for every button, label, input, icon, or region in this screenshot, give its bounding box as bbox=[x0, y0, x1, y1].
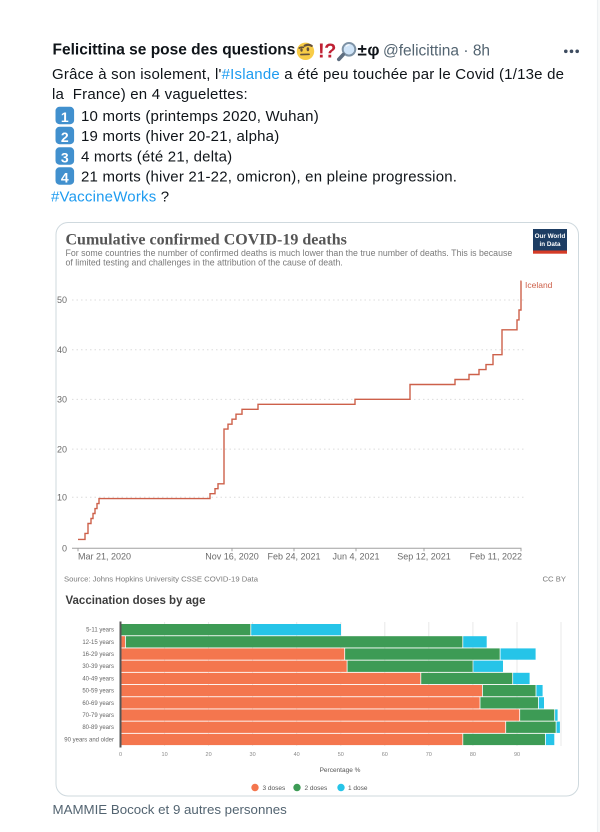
svg-text:1: 1 bbox=[61, 109, 69, 125]
svg-text:#VaccineWorks ?: #VaccineWorks ? bbox=[51, 189, 169, 206]
svg-text:30: 30 bbox=[57, 395, 67, 405]
svg-text:2: 2 bbox=[61, 129, 69, 145]
svg-text:80: 80 bbox=[470, 752, 476, 758]
svg-text:70-79 years: 70-79 years bbox=[82, 713, 114, 719]
svg-text:3 doses: 3 doses bbox=[263, 785, 287, 792]
svg-text:5-11 years: 5-11 years bbox=[86, 628, 114, 634]
svg-text:50-59 years: 50-59 years bbox=[82, 689, 114, 695]
svg-text:21 morts (hiver 21-22, omicron: 21 morts (hiver 21-22, omicron), en plei… bbox=[81, 169, 457, 186]
svg-text:0: 0 bbox=[62, 544, 67, 554]
svg-text:80-89 years: 80-89 years bbox=[82, 725, 114, 731]
svg-text:30: 30 bbox=[250, 752, 256, 758]
svg-text:90 years and older: 90 years and older bbox=[64, 737, 114, 743]
svg-text:4 morts (été 21, delta): 4 morts (été 21, delta) bbox=[81, 149, 232, 166]
svg-text:40-49 years: 40-49 years bbox=[82, 676, 114, 682]
svg-text:90: 90 bbox=[514, 752, 520, 758]
svg-text:10 morts (printemps 2020, Wuha: 10 morts (printemps 2020, Wuhan) bbox=[81, 108, 319, 125]
svg-text:30-39 years: 30-39 years bbox=[82, 664, 114, 670]
svg-text:±φ: ±φ bbox=[358, 41, 381, 60]
svg-text:50: 50 bbox=[57, 295, 67, 305]
svg-text:Grâce à son isolement, l'#Isla: Grâce à son isolement, l'#Islande a été … bbox=[52, 66, 564, 83]
svg-text:60: 60 bbox=[382, 752, 388, 758]
svg-text:60-69 years: 60-69 years bbox=[82, 701, 114, 707]
svg-text:1 dose: 1 dose bbox=[348, 785, 368, 792]
svg-text:For some countries the number: For some countries the number of confirm… bbox=[66, 248, 513, 258]
svg-text:Feb 24, 2021: Feb 24, 2021 bbox=[267, 552, 320, 562]
svg-text:Mar 21, 2020: Mar 21, 2020 bbox=[78, 552, 131, 562]
svg-text:0: 0 bbox=[119, 752, 122, 758]
svg-text:of limited testing and challen: of limited testing and challenges in the… bbox=[66, 258, 343, 268]
svg-text:Jun 4, 2021: Jun 4, 2021 bbox=[332, 552, 379, 562]
svg-text:Sep 12, 2021: Sep 12, 2021 bbox=[397, 552, 451, 562]
svg-text:20: 20 bbox=[57, 444, 67, 454]
svg-text:3: 3 bbox=[61, 149, 69, 165]
svg-text:Our World: Our World bbox=[535, 233, 566, 240]
svg-text:19 morts (hiver 20-21, alpha): 19 morts (hiver 20-21, alpha) bbox=[81, 128, 279, 145]
svg-text:70: 70 bbox=[426, 752, 432, 758]
svg-text:Cumulative confirmed COVID-19: Cumulative confirmed COVID-19 deaths bbox=[66, 232, 347, 249]
svg-text:in Data: in Data bbox=[540, 241, 561, 248]
svg-text:MAMMIE Bocock et 9 autres pers: MAMMIE Bocock et 9 autres personnes bbox=[53, 802, 288, 817]
svg-text:2 doses: 2 doses bbox=[305, 785, 329, 792]
svg-text:Vaccination doses by age: Vaccination doses by age bbox=[66, 595, 206, 607]
svg-text:12-15 years: 12-15 years bbox=[82, 640, 114, 646]
svg-text:10: 10 bbox=[162, 752, 168, 758]
svg-text:40: 40 bbox=[294, 752, 300, 758]
svg-text:Nov 16, 2020: Nov 16, 2020 bbox=[205, 552, 259, 562]
svg-text:Feb 11, 2022: Feb 11, 2022 bbox=[470, 552, 522, 562]
svg-text:CC BY: CC BY bbox=[543, 575, 567, 584]
svg-text:!?: !? bbox=[318, 41, 336, 63]
svg-text:4: 4 bbox=[61, 169, 69, 185]
svg-text:Source: Johns Hopkins Universi: Source: Johns Hopkins University CSSE CO… bbox=[64, 575, 259, 584]
svg-text:16-29 years: 16-29 years bbox=[82, 652, 114, 658]
svg-text:40: 40 bbox=[57, 345, 67, 355]
svg-text:10: 10 bbox=[57, 493, 67, 503]
svg-text:Felicittina se pose des questi: Felicittina se pose des questions bbox=[53, 42, 296, 59]
svg-text:@felicittina · 8h: @felicittina · 8h bbox=[383, 43, 490, 60]
svg-text:la France) en 4 vaguelettes:: la France) en 4 vaguelettes: bbox=[52, 86, 248, 103]
svg-text:50: 50 bbox=[338, 752, 344, 758]
svg-text:20: 20 bbox=[206, 752, 212, 758]
svg-text:Iceland: Iceland bbox=[525, 280, 553, 290]
svg-text:Percentage %: Percentage % bbox=[320, 767, 361, 774]
